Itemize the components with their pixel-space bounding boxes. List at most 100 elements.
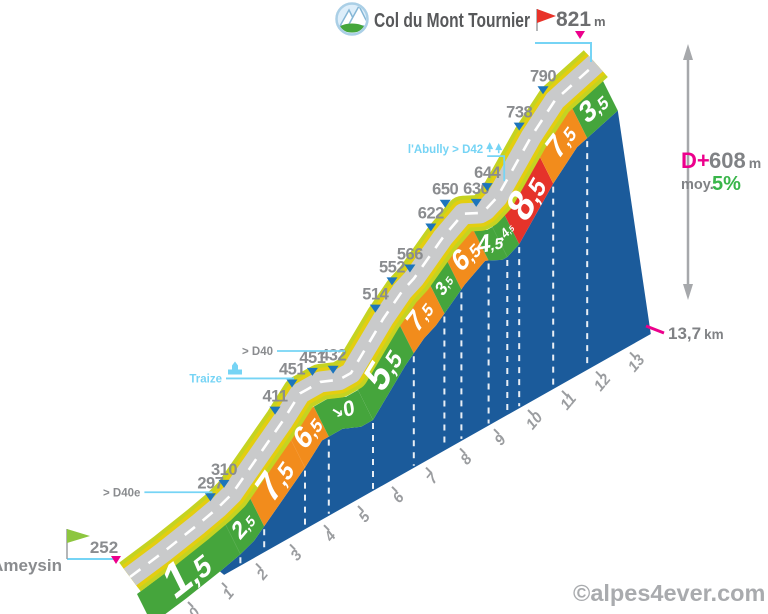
watermark: ©alpes4ever.com xyxy=(573,580,765,606)
km-tick-label: 6 xyxy=(389,489,408,507)
gradient-band-segment xyxy=(538,108,588,184)
start-flag-icon xyxy=(67,529,90,543)
km-tick-label: 8 xyxy=(457,450,476,468)
km-tick-label: 10 xyxy=(523,409,547,433)
km-tick-label: 5 xyxy=(355,508,374,526)
gradient-band-segment xyxy=(358,323,414,420)
elevation-marker: 411 xyxy=(262,388,287,406)
gradient-band-segment xyxy=(504,153,554,245)
elevation-marker: 622 xyxy=(418,205,444,223)
km-tick xyxy=(629,351,636,359)
distance-label: 13,7 km xyxy=(668,324,724,343)
gradient-band-segment xyxy=(290,406,329,468)
elevation-marker: 432 xyxy=(320,347,346,365)
elevation-marker: 644 xyxy=(474,164,501,182)
elevation-marker-triangle xyxy=(537,86,549,95)
gradient-band-segment xyxy=(137,524,241,614)
km-tick-label: 7 xyxy=(423,470,442,488)
gradient-band-segment xyxy=(249,437,305,527)
road-centerline xyxy=(129,62,597,579)
gradient-band-segment xyxy=(446,230,489,290)
gradient-label: ↘0 xyxy=(329,395,356,427)
elevation-marker-triangle xyxy=(269,406,281,415)
waypoint-leader-line xyxy=(487,155,506,182)
elevation-marker: 514 xyxy=(362,286,389,304)
waypoint-label: l'Abully > D42 xyxy=(408,144,483,156)
elevation-marker-triangle xyxy=(306,367,318,376)
elevation-marker-triangle xyxy=(286,379,298,388)
km-tick-label: 4 xyxy=(321,527,340,546)
summit-marker-triangle xyxy=(575,31,585,39)
elevation-marker: 297 xyxy=(197,474,223,492)
mountain-badge-art xyxy=(338,5,366,33)
km-tick xyxy=(459,447,466,455)
km-tick xyxy=(221,582,228,589)
elevation-marker: 738 xyxy=(506,104,532,122)
km-tick xyxy=(323,524,330,531)
profile-chart: 1,52,57,56,5↘05,57,53,56,54,5↘4,58,57,53… xyxy=(103,50,651,614)
km-tick-label: 2 xyxy=(253,566,272,585)
km-tick-label: 12 xyxy=(591,370,615,394)
trees-icon xyxy=(495,143,503,151)
distance-value: 13,7 xyxy=(668,324,701,343)
elevation-marker-triangle xyxy=(425,223,437,232)
trees-icon xyxy=(486,142,494,150)
gradient-band-segment xyxy=(398,283,445,354)
elevation-marker: 566 xyxy=(397,246,423,264)
waypoint-label: Traize xyxy=(189,373,222,385)
summit-elevation-unit: m xyxy=(594,14,606,29)
start-block: 252 Ameysin xyxy=(0,529,121,575)
distance-pointer-line xyxy=(645,324,665,335)
dplus-value: 608 m xyxy=(709,148,761,173)
title-block: Col du Mont Tournier 821 m xyxy=(335,2,606,62)
start-elevation: 252 xyxy=(90,538,118,557)
summit-elevation: 821 m xyxy=(556,8,606,31)
gradient-label: ↘4,5 xyxy=(493,219,517,248)
elevation-marker-triangle xyxy=(369,304,381,313)
km-tick xyxy=(187,601,194,608)
village-icon xyxy=(228,361,242,375)
waypoint-label: > D40 xyxy=(242,346,273,358)
elevation-marker-triangle xyxy=(470,198,482,207)
distance-unit: km xyxy=(704,327,724,342)
elevation-marker: 451 xyxy=(279,360,305,378)
km-tick-label: 3 xyxy=(287,546,306,564)
gradient-band-segment xyxy=(473,227,508,261)
gradient-band-segment xyxy=(572,80,618,139)
km-tick xyxy=(425,466,432,474)
elevation-marker-triangle xyxy=(481,183,493,192)
summit-flag-icon xyxy=(537,9,556,23)
km-tick-label: 9 xyxy=(491,431,510,449)
elevation-marker: 552 xyxy=(379,258,405,276)
waypoint-label: > D40e xyxy=(103,487,140,499)
km-tick xyxy=(561,390,568,397)
km-tick xyxy=(357,505,364,512)
elevation-marker-triangle xyxy=(439,199,451,208)
climb-title: Col du Mont Tournier xyxy=(374,10,530,32)
km-tick-label: 0 xyxy=(185,604,204,614)
summit-elevation-value: 821 xyxy=(556,8,591,31)
elevation-marker-triangle xyxy=(513,122,525,131)
elevation-marker: 451 xyxy=(299,349,325,367)
start-name: Ameysin xyxy=(0,556,62,575)
dplus-label: D+ xyxy=(681,148,710,173)
km-tick-label: 13 xyxy=(625,351,649,375)
summit-leader-line xyxy=(535,42,592,62)
gradient-band-segment xyxy=(313,390,373,437)
km-tick xyxy=(527,409,534,416)
avg-value: 5% xyxy=(712,173,741,195)
arrow-up-icon xyxy=(683,44,693,60)
km-tick-label: 11 xyxy=(557,390,580,413)
dplus-value-unit: m xyxy=(749,155,761,171)
km-tick-label: 1 xyxy=(219,585,237,602)
trees-icon xyxy=(497,150,500,154)
km-tick xyxy=(391,486,398,493)
elevation-marker-triangle xyxy=(218,479,230,488)
elevation-marker-triangle xyxy=(327,365,339,374)
elevation-marker: 310 xyxy=(211,461,237,479)
arrow-down-icon xyxy=(683,284,693,300)
gradient-band-segment xyxy=(492,214,520,258)
km-tick xyxy=(289,543,296,551)
